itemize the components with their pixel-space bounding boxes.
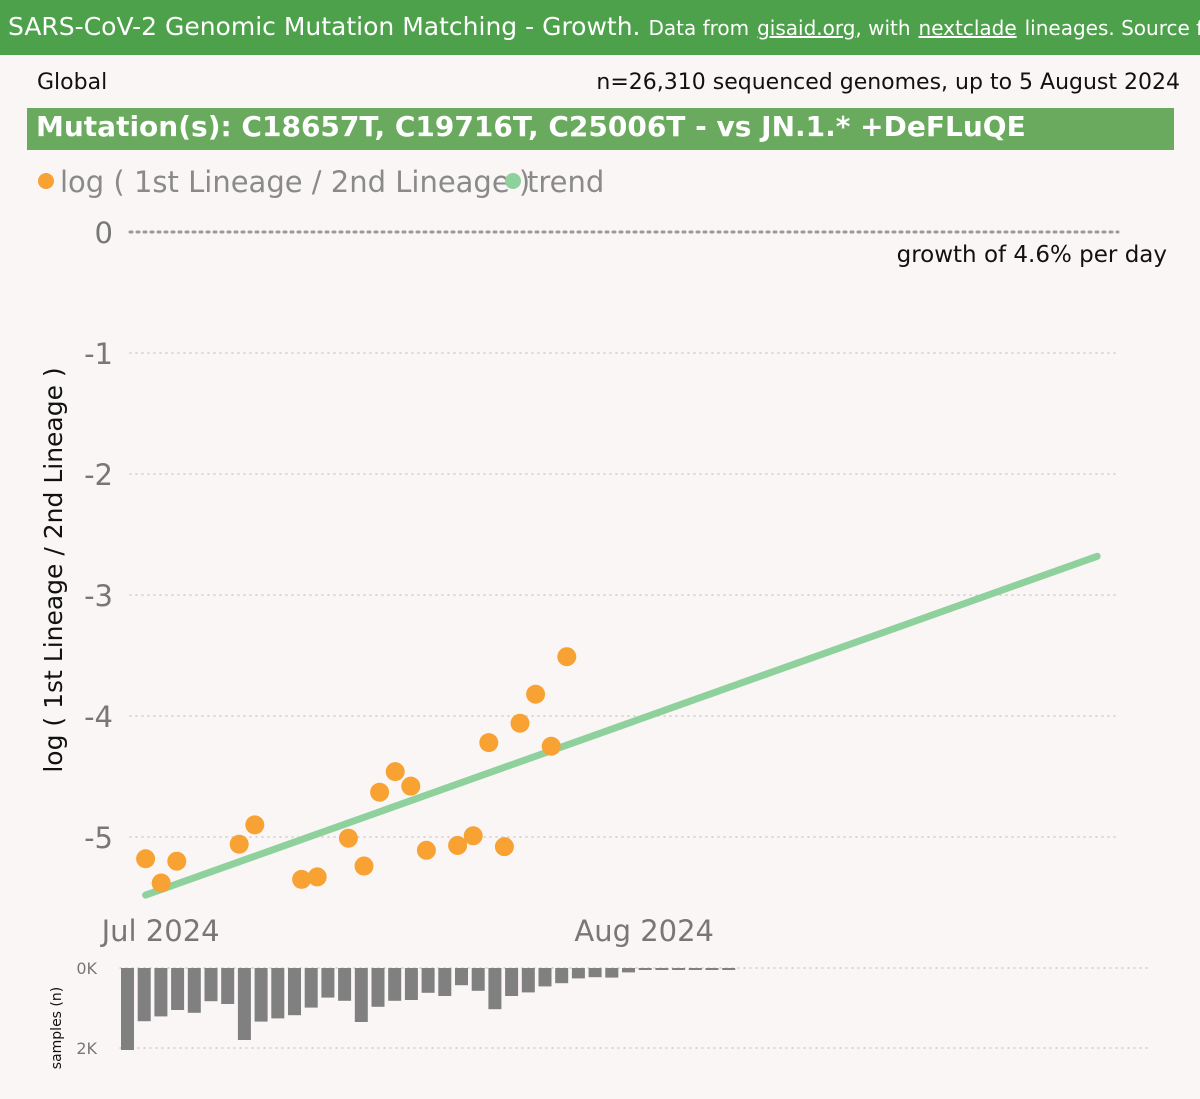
banner-text: SARS-CoV-2 Genomic Mutation Matching - G… (8, 12, 1200, 41)
sample-bar (705, 968, 719, 970)
y-axis-label: log ( 1st Lineage / 2nd Lineage ) (39, 367, 68, 772)
data-point (338, 828, 358, 848)
x-tick-label: Jul 2024 (100, 914, 220, 948)
bar-y-tick-label: 2K (76, 1039, 97, 1058)
x-tick-label: Aug 2024 (574, 914, 714, 948)
page-title: SARS-CoV-2 Genomic Mutation Matching - G… (8, 12, 641, 41)
data-point (136, 849, 156, 869)
data-point (167, 851, 187, 871)
sample-bar (304, 968, 318, 1008)
sample-bar (538, 968, 552, 987)
sample-bar (371, 968, 385, 1007)
sample-bar (137, 968, 151, 1022)
sample-bar (655, 968, 669, 970)
sample-bar (438, 968, 452, 996)
data-point (541, 736, 561, 756)
growth-rate-annotation: growth of 4.6% per day (897, 242, 1167, 268)
with-text: , with (855, 16, 911, 40)
sample-bar (221, 968, 235, 1004)
sample-bar (288, 968, 301, 1016)
data-point (494, 837, 514, 857)
y-tick-label: -1 (84, 337, 113, 371)
sample-bar (471, 968, 485, 991)
sample-bar (237, 968, 251, 1040)
sample-bar (555, 968, 569, 984)
sample-bar (388, 968, 402, 1001)
legend-label-trend: trend (527, 165, 604, 199)
sample-bar (321, 968, 335, 998)
sample-bar (588, 968, 602, 978)
sample-bar (455, 968, 468, 986)
bar-y-axis-label: samples (n) (49, 987, 65, 1069)
sample-bar (154, 968, 168, 1017)
nextclade-link[interactable]: nextclade (918, 16, 1017, 40)
legend-marker-trend (505, 173, 521, 189)
region-label: Global (37, 70, 108, 95)
sample-bar (404, 968, 418, 1000)
y-tick-label: -5 (84, 821, 113, 855)
data-point (354, 856, 374, 876)
sample-bar (638, 968, 652, 970)
data-point (416, 840, 436, 860)
data-point (463, 826, 483, 846)
legend-label-log-ratio: log ( 1st Lineage / 2nd Lineage ) (60, 165, 530, 199)
data-point (557, 647, 577, 667)
sample-bar (271, 968, 285, 1019)
data-point (448, 835, 468, 855)
data-point (292, 869, 312, 889)
mutation-title: Mutation(s): C18657T, C19716T, C25006T -… (36, 110, 1026, 143)
data-point (526, 684, 546, 704)
sample-bar (688, 968, 702, 970)
sample-bar (505, 968, 519, 996)
sample-bar (121, 968, 134, 1050)
sample-bar (187, 968, 201, 1013)
sample-bar (605, 968, 619, 978)
source-files-text: lineages. Source files & i (1024, 16, 1200, 40)
sample-bar (171, 968, 185, 1010)
sample-bar (672, 968, 686, 970)
sample-bar (488, 968, 502, 1010)
data-point (245, 815, 265, 835)
data-point (370, 782, 390, 802)
sample-count-text: n=26,310 sequenced genomes, up to 5 Augu… (596, 70, 1180, 95)
sample-bar (571, 968, 585, 979)
sample-bar (204, 968, 218, 1002)
sample-bar (338, 968, 352, 1001)
data-point (151, 873, 171, 893)
data-prefix: Data from (648, 16, 750, 40)
y-tick-label: -4 (84, 700, 113, 734)
sample-bar (421, 968, 435, 993)
y-tick-label: -3 (84, 579, 113, 613)
sample-bar (521, 968, 535, 993)
sample-bar (254, 968, 268, 1022)
legend-marker-log-ratio (38, 173, 54, 189)
bar-y-tick-label: 0K (76, 959, 97, 978)
sample-bar (722, 968, 736, 970)
mutation-title-bar: Mutation(s): C18657T, C19716T, C25006T -… (27, 108, 1174, 150)
y-tick-label: 0 (95, 216, 113, 250)
trend-line (142, 552, 1101, 899)
data-point (385, 762, 405, 782)
title-banner: SARS-CoV-2 Genomic Mutation Matching - G… (0, 0, 1200, 55)
y-tick-label: -2 (84, 458, 113, 492)
data-point (401, 776, 421, 796)
data-point (510, 713, 530, 733)
sample-bar (622, 968, 635, 973)
sample-bar (354, 968, 368, 1022)
data-point (229, 834, 249, 854)
gisaid-link[interactable]: gisaid.org (757, 16, 856, 40)
data-point (307, 867, 327, 887)
data-point (479, 733, 499, 753)
